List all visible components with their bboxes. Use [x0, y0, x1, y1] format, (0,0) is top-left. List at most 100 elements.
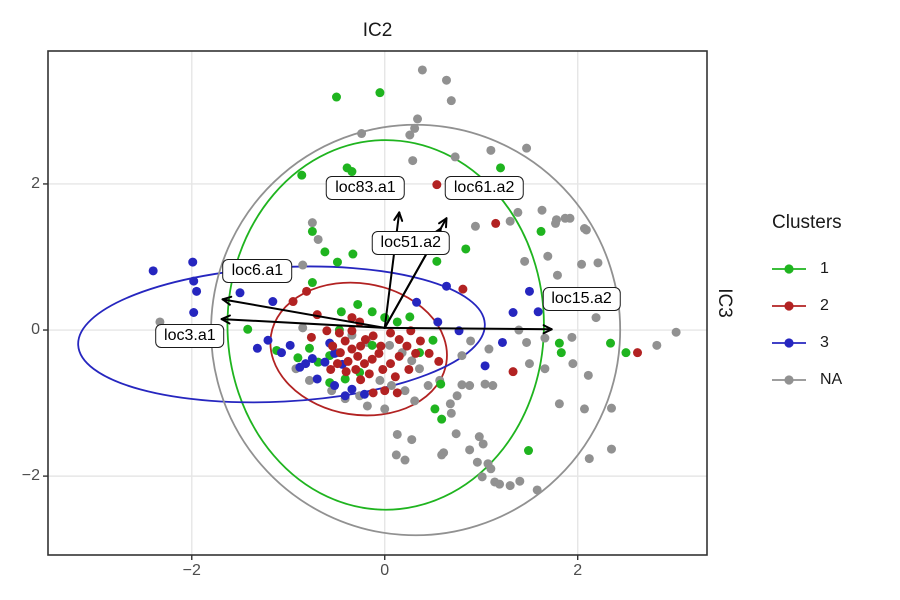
point-cluster-NA	[465, 445, 475, 455]
legend-key-icon	[772, 374, 806, 385]
point-cluster-3	[189, 276, 199, 286]
point-cluster-2	[347, 326, 357, 336]
vector-label-loc15.a2: loc15.a2	[542, 287, 621, 312]
point-cluster-3	[252, 343, 262, 353]
cluster-ellipse-2	[269, 281, 448, 417]
point-cluster-2	[343, 356, 353, 366]
legend-item-NA: NA	[772, 361, 842, 398]
point-cluster-NA	[451, 429, 461, 439]
loading-arrow	[383, 211, 401, 329]
point-cluster-3	[347, 384, 357, 394]
point-cluster-NA	[591, 313, 601, 323]
point-cluster-NA	[423, 381, 433, 391]
point-cluster-NA	[551, 218, 561, 228]
point-cluster-1	[367, 307, 377, 317]
point-cluster-NA	[554, 399, 564, 409]
point-cluster-2	[306, 332, 316, 342]
point-cluster-NA	[414, 364, 424, 374]
point-cluster-NA	[606, 444, 616, 454]
legend-key-icon	[772, 337, 806, 348]
point-cluster-1	[536, 226, 546, 236]
point-cluster-3	[433, 317, 443, 327]
point-cluster-3	[508, 307, 518, 317]
point-cluster-1	[621, 348, 631, 358]
point-cluster-NA	[522, 143, 532, 153]
point-cluster-1	[243, 324, 253, 334]
point-cluster-2	[394, 335, 404, 345]
point-cluster-1	[432, 256, 442, 266]
point-cluster-1	[304, 343, 314, 353]
point-cluster-2	[458, 284, 468, 294]
point-cluster-1	[347, 167, 357, 177]
point-cluster-3	[330, 381, 340, 391]
point-cluster-3	[312, 374, 322, 384]
point-cluster-2	[386, 359, 396, 369]
point-cluster-2	[347, 313, 357, 323]
point-cluster-NA	[515, 476, 525, 486]
point-cluster-NA	[407, 356, 417, 366]
point-cluster-3	[235, 288, 245, 298]
point-cluster-NA	[495, 479, 505, 489]
point-cluster-2	[404, 364, 414, 374]
point-cluster-NA	[520, 256, 530, 266]
point-cluster-NA	[477, 472, 487, 482]
point-cluster-NA	[505, 481, 515, 491]
point-cluster-NA	[437, 450, 447, 460]
legend-item-label: 2	[820, 296, 829, 314]
point-cluster-2	[380, 386, 390, 396]
point-cluster-3	[307, 354, 317, 364]
point-cluster-2	[368, 331, 378, 341]
point-cluster-2	[328, 341, 338, 351]
point-cluster-1	[336, 307, 346, 317]
point-cluster-NA	[400, 455, 410, 465]
point-cluster-2	[302, 286, 312, 296]
point-cluster-NA	[408, 156, 418, 166]
point-cluster-NA	[405, 130, 415, 140]
point-cluster-3	[441, 281, 451, 291]
point-cluster-NA	[465, 381, 475, 391]
point-cluster-3	[533, 307, 543, 317]
point-cluster-2	[322, 326, 332, 336]
point-cluster-1	[332, 257, 342, 267]
point-cluster-NA	[478, 439, 488, 449]
point-cluster-2	[392, 388, 402, 398]
point-cluster-NA	[391, 450, 401, 460]
point-cluster-2	[340, 336, 350, 346]
point-cluster-3	[148, 266, 158, 276]
point-cluster-1	[340, 374, 350, 384]
point-cluster-NA	[375, 375, 385, 385]
point-cluster-2	[424, 348, 434, 358]
point-cluster-NA	[505, 216, 515, 226]
point-cluster-NA	[514, 325, 524, 335]
point-cluster-NA	[593, 258, 603, 268]
loading-arrowhead	[393, 211, 401, 221]
point-cluster-NA	[474, 432, 484, 442]
point-cluster-NA	[652, 340, 662, 350]
loading-arrow	[221, 298, 386, 329]
point-cluster-3	[412, 297, 422, 307]
point-cluster-3	[320, 357, 330, 367]
point-cluster-1	[437, 414, 447, 424]
x-tick-label: 2	[573, 562, 583, 579]
point-cluster-1	[436, 379, 446, 389]
x-tick-label: −2	[182, 562, 201, 579]
legend-item-1: 1	[772, 250, 842, 287]
legend-key-icon	[772, 263, 806, 274]
loading-arrow	[383, 326, 553, 331]
point-cluster-NA	[466, 336, 476, 346]
point-cluster-NA	[446, 96, 456, 106]
legend-key-icon	[772, 300, 806, 311]
point-cluster-NA	[579, 223, 589, 233]
point-cluster-1	[293, 353, 303, 363]
point-cluster-3	[480, 361, 490, 371]
point-cluster-NA	[410, 396, 420, 406]
point-cluster-NA	[386, 381, 396, 391]
point-cluster-1	[428, 335, 438, 345]
point-cluster-NA	[537, 205, 547, 215]
point-cluster-1	[430, 404, 440, 414]
point-cluster-2	[374, 348, 384, 358]
panel-border	[47, 50, 708, 556]
point-cluster-NA	[606, 403, 616, 413]
loading-arrow	[220, 318, 386, 329]
